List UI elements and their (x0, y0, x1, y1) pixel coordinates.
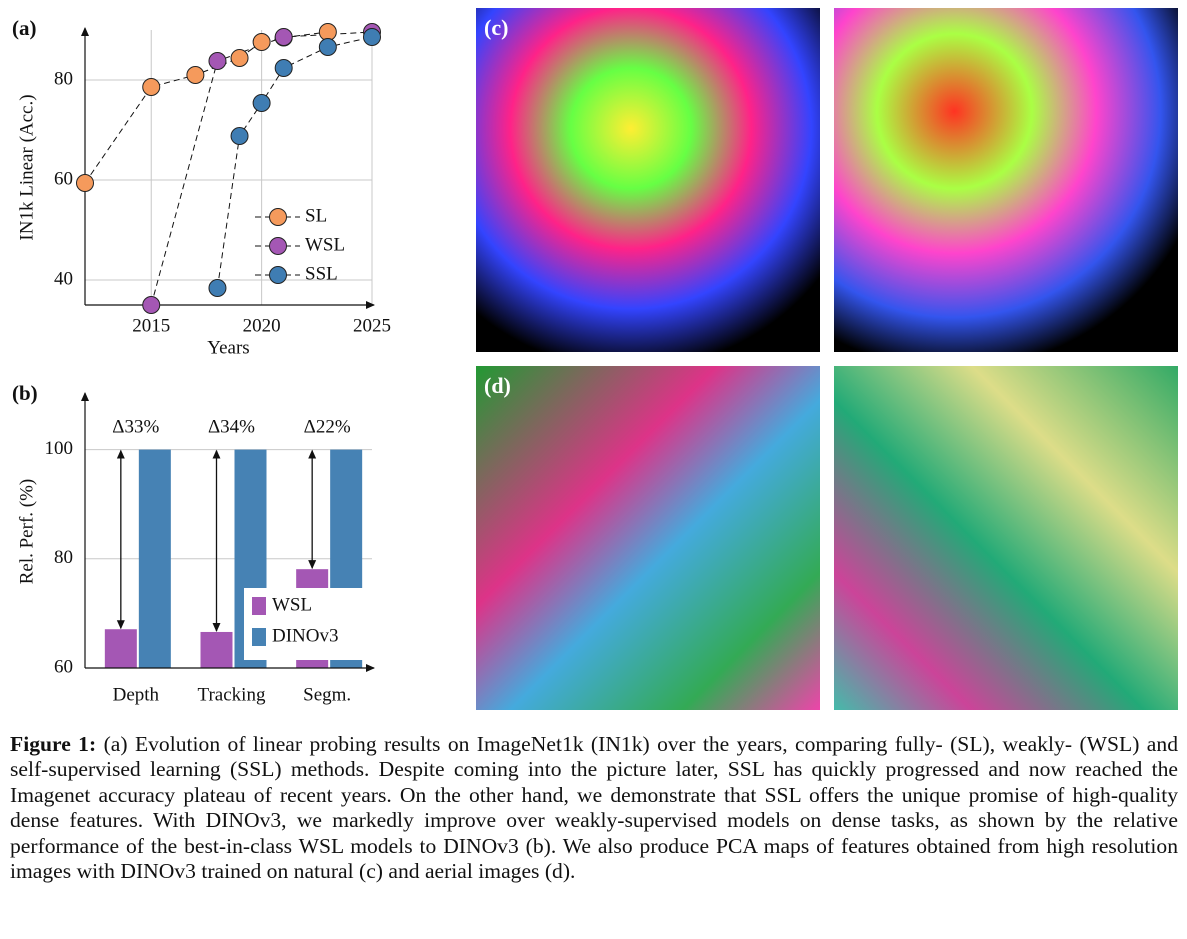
pca-image (834, 8, 1178, 352)
legend-swatch (269, 208, 287, 226)
legend-swatch (269, 237, 287, 255)
annotation: Δ34% (208, 416, 255, 437)
annotation: Δ22% (304, 416, 351, 437)
x-tick-label: 2015 (132, 315, 170, 336)
pca-image (476, 366, 820, 710)
point (208, 52, 227, 70)
point (318, 23, 337, 41)
legend-label: WSL (272, 594, 312, 615)
caption: Figure 1: (a) Evolution of linear probin… (10, 732, 1178, 884)
point (274, 28, 293, 46)
y-axis-label: IN1k Linear (Acc.) (16, 94, 37, 240)
series-line (84, 31, 328, 184)
panel-label: (d) (484, 373, 511, 398)
legend-swatch (252, 628, 266, 646)
x-tick-label: 2025 (353, 315, 391, 336)
y-tick-label: 80 (54, 68, 73, 89)
pca-image (476, 8, 820, 352)
x-tick-label: Tracking (198, 684, 266, 705)
point (208, 279, 227, 297)
legend-label: WSL (305, 234, 345, 255)
point (363, 28, 381, 46)
point (230, 127, 249, 145)
y-tick-label: 60 (54, 168, 73, 189)
point (76, 174, 94, 192)
legend-label: SL (305, 205, 327, 226)
x-tick-label: 2020 (243, 315, 281, 336)
pca-image (834, 366, 1178, 710)
point (274, 59, 293, 77)
series-line (216, 36, 373, 289)
caption-label: Figure 1: (10, 732, 97, 756)
y-tick-label: 60 (54, 656, 73, 677)
y-tick-label: 100 (45, 438, 74, 459)
annotation: Δ33% (112, 416, 159, 437)
x-tick-label: Segm. (303, 684, 351, 705)
point (252, 33, 271, 51)
point (142, 296, 161, 314)
y-tick-label: 40 (54, 268, 73, 289)
panel-label: (a) (12, 16, 37, 40)
y-axis-label: Rel. Perf. (%) (16, 479, 37, 585)
x-axis-label: Years (207, 337, 249, 358)
y-tick-label: 80 (54, 547, 73, 568)
point (252, 94, 271, 112)
point (142, 78, 161, 96)
point (186, 66, 205, 84)
legend-label: DINOv3 (272, 625, 339, 646)
x-tick-label: Depth (113, 684, 160, 705)
bar (200, 631, 233, 668)
caption-text: (a) Evolution of linear probing results … (10, 732, 1178, 884)
panel-label: (b) (12, 381, 38, 405)
panel-label: (c) (484, 15, 508, 40)
point (318, 38, 337, 56)
legend-label: SSL (305, 263, 338, 284)
bar (138, 449, 171, 668)
bar (104, 629, 137, 668)
point (230, 49, 249, 67)
legend-swatch (252, 597, 266, 615)
figure: (c) (d) (a) 40 60 80 IN1k Linear (Acc.) 2015 2… (12, 8, 1178, 710)
legend-swatch (269, 266, 287, 284)
